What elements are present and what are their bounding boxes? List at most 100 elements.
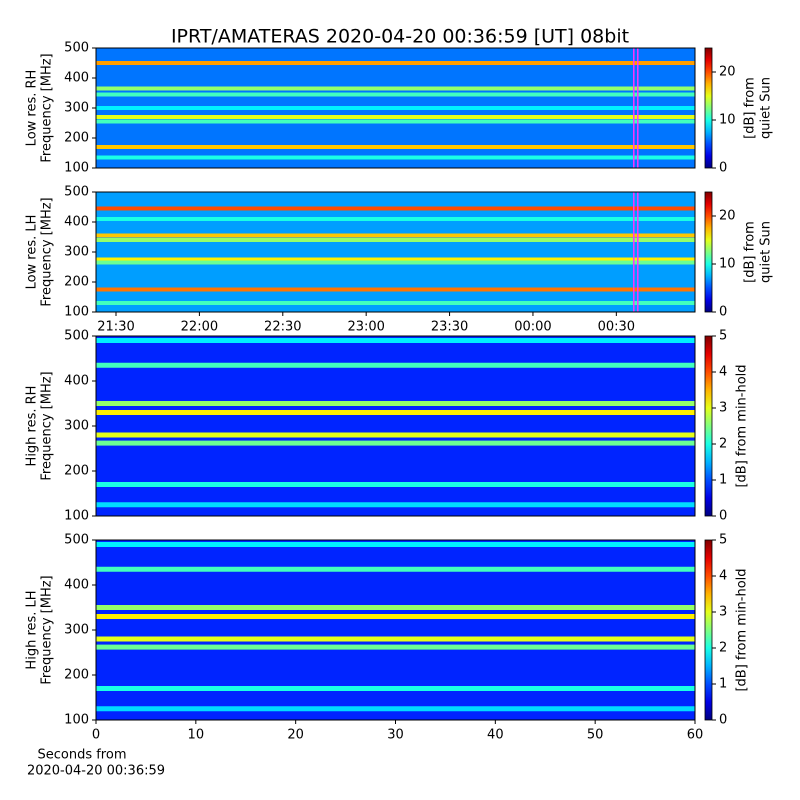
y-tick-label: 100 [64, 509, 89, 524]
x-tick-label: 40 [487, 728, 504, 743]
colorbar [704, 47, 713, 169]
band [96, 636, 695, 642]
band [96, 542, 695, 547]
band [96, 61, 695, 65]
colorbar-tick-label: 5 [719, 533, 727, 548]
band [96, 217, 695, 221]
y-tick-label: 400 [64, 71, 89, 86]
x-axis-label: 2020-04-20 00:36:59 [27, 764, 165, 779]
x-tick-label: 30 [387, 728, 404, 743]
y-tick-label: 300 [64, 623, 89, 638]
y-axis-label: Frequency [MHz] [40, 575, 55, 684]
colorbar-tick-label: 20 [719, 65, 736, 80]
y-tick-label: 100 [64, 161, 89, 176]
chart-title: IPRT/AMATERAS 2020-04-20 00:36:59 [UT] 0… [171, 26, 629, 48]
y-tick-label: 200 [64, 464, 89, 479]
y-tick-label: 400 [64, 215, 89, 230]
y-tick-label: 200 [64, 131, 89, 146]
colorbar-tick-label: 0 [719, 713, 727, 728]
band [96, 482, 695, 487]
y-tick-label: 300 [64, 419, 89, 434]
x-axis-label: Seconds from [37, 748, 126, 763]
band [96, 301, 695, 305]
band [96, 432, 695, 438]
band [96, 86, 695, 91]
band [96, 106, 695, 110]
band [96, 410, 695, 415]
x-tick-label: 60 [687, 728, 704, 743]
band [96, 502, 695, 508]
colorbar-tick-label: 1 [719, 473, 727, 488]
x-tick-label: 23:30 [431, 320, 468, 335]
band [96, 338, 695, 343]
y-tick-label: 500 [64, 533, 89, 548]
y-axis-label: Frequency [MHz] [40, 53, 55, 162]
x-tick-label: 23:00 [347, 320, 384, 335]
band [96, 145, 695, 149]
band [96, 686, 695, 691]
x-tick-label: 22:00 [181, 320, 218, 335]
band [96, 605, 695, 610]
colorbar [704, 191, 713, 313]
band [96, 614, 695, 619]
x-tick-label: 00:00 [514, 320, 551, 335]
band [96, 233, 695, 238]
band [96, 119, 695, 124]
colorbar-label: [dB] from min-hold [735, 364, 750, 487]
band [96, 706, 695, 712]
band [96, 440, 695, 446]
colorbar-tick-label: 10 [719, 113, 736, 128]
colorbar-label: [dB] from min-hold [735, 568, 750, 691]
y-tick-label: 100 [64, 305, 89, 320]
colorbar-tick-label: 5 [719, 329, 727, 344]
band [96, 287, 695, 292]
band [96, 260, 695, 265]
y-axis-label: Low res. RH [25, 70, 40, 147]
heatmap-background [96, 192, 695, 312]
band [96, 362, 695, 368]
colorbar-tick-label: 2 [719, 437, 727, 452]
y-tick-label: 100 [64, 713, 89, 728]
y-tick-label: 200 [64, 668, 89, 683]
colorbar-tick-label: 0 [719, 509, 727, 524]
band [96, 155, 695, 160]
band [96, 206, 695, 211]
y-axis-label: Frequency [MHz] [40, 371, 55, 480]
x-tick-label: 21:30 [97, 320, 134, 335]
x-tick-label: 0 [92, 728, 100, 743]
x-tick-label: 50 [587, 728, 604, 743]
y-tick-label: 400 [64, 374, 89, 389]
band [96, 115, 695, 119]
colorbar-label: quiet Sun [759, 221, 774, 283]
y-tick-label: 400 [64, 578, 89, 593]
x-tick-label: 10 [188, 728, 205, 743]
y-tick-label: 300 [64, 101, 89, 116]
colorbar-tick-label: 2 [719, 641, 727, 656]
band [96, 92, 695, 97]
y-axis-label: High res. LH [25, 590, 40, 669]
colorbar [704, 335, 713, 517]
y-tick-label: 500 [64, 185, 89, 200]
colorbar-label: quiet Sun [759, 77, 774, 139]
x-tick-label: 00:30 [598, 320, 635, 335]
band [96, 401, 695, 406]
colorbar-tick-label: 20 [719, 209, 736, 224]
y-tick-label: 500 [64, 41, 89, 56]
colorbar [704, 539, 713, 721]
x-tick-label: 22:30 [264, 320, 301, 335]
colorbar-tick-label: 4 [719, 569, 727, 584]
colorbar-label: [dB] from [743, 221, 758, 283]
y-tick-label: 500 [64, 329, 89, 344]
colorbar-tick-label: 3 [719, 401, 727, 416]
band [96, 566, 695, 572]
y-axis-label: Low res. LH [25, 215, 40, 290]
colorbar-tick-label: 0 [719, 305, 727, 320]
y-tick-label: 300 [64, 245, 89, 260]
band [96, 644, 695, 650]
x-tick-label: 20 [287, 728, 304, 743]
colorbar-tick-label: 3 [719, 605, 727, 620]
colorbar-tick-label: 10 [719, 257, 736, 272]
colorbar-tick-label: 0 [719, 161, 727, 176]
y-axis-label: High res. RH [25, 386, 40, 467]
